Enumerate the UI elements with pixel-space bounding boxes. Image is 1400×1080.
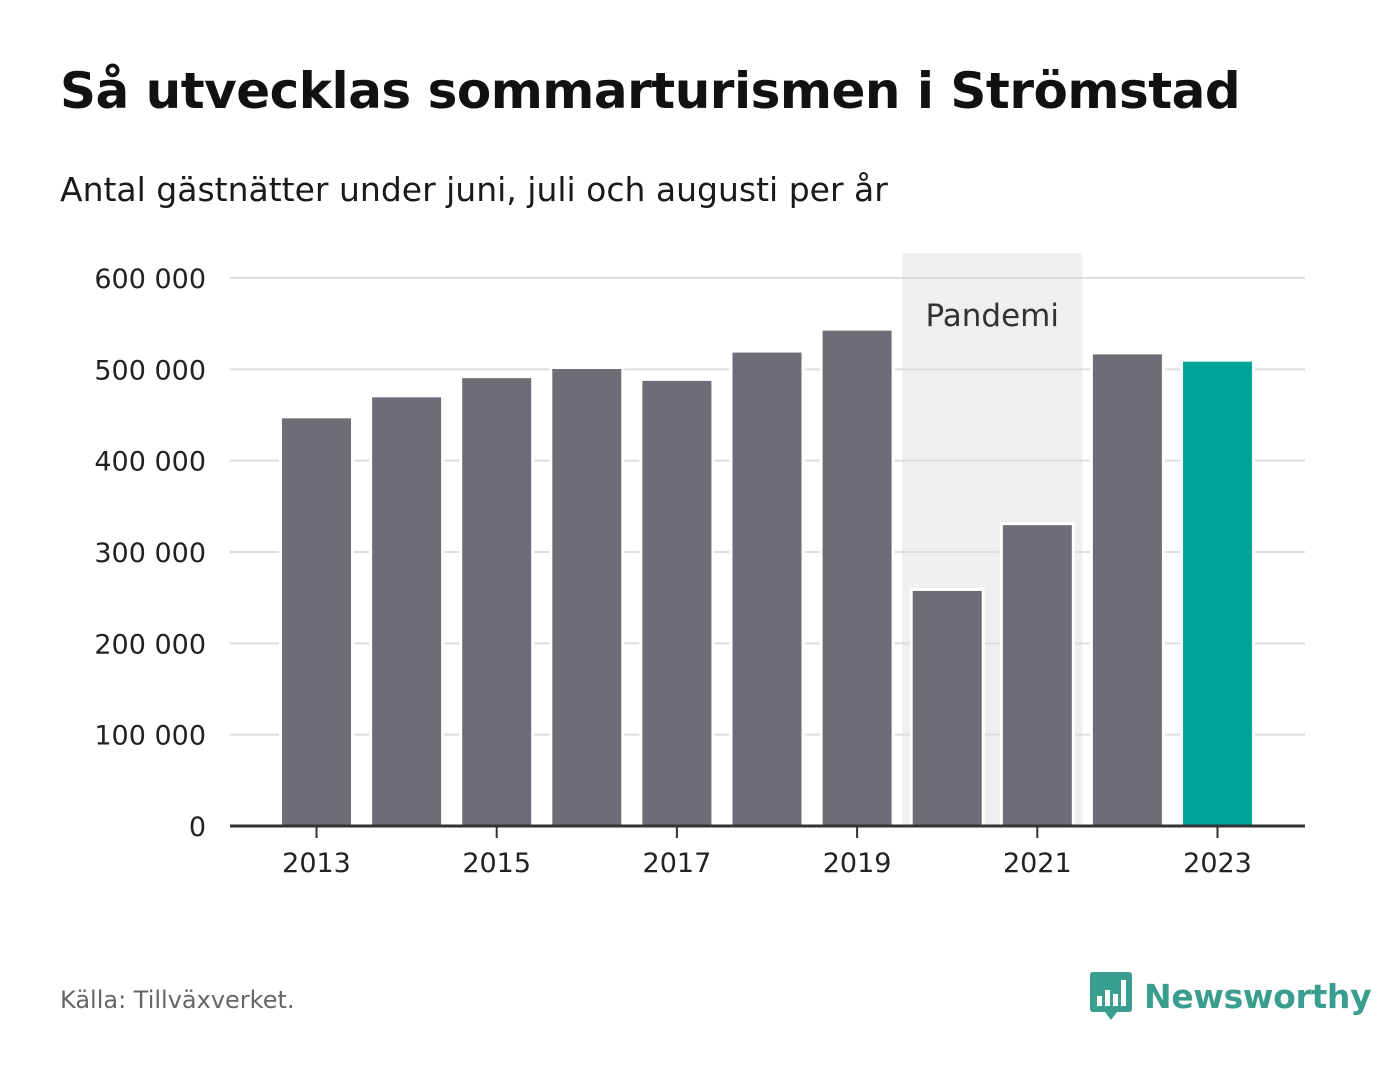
bar-2019 [819, 327, 895, 828]
bar-2018 [729, 349, 805, 828]
y-tick-label: 300 000 [94, 538, 206, 569]
bar-2017 [639, 377, 715, 828]
x-tick-label: 2019 [823, 848, 892, 879]
chart-subtitle: Antal gästnätter under juni, juli och au… [60, 170, 888, 209]
pandemic-label: Pandemi [925, 298, 1059, 334]
bars [279, 327, 1255, 828]
x-tick-label: 2013 [282, 848, 351, 879]
brand-name: Newsworthy [1144, 976, 1372, 1016]
y-tick-label: 500 000 [94, 355, 206, 386]
chart-title: Så utvecklas sommarturismen i Strömstad [60, 62, 1241, 120]
bar-chart: Pandemi 0 100 000 200 000 300 000 400 000 500 … [94, 253, 1305, 879]
y-tick-label: 0 [189, 812, 206, 843]
bar-2016 [549, 366, 625, 828]
y-tick-label: 400 000 [94, 447, 206, 478]
bar-2021 [999, 522, 1075, 828]
tick-labels: Pandemi 0 100 000 200 000 300 000 400 000 500 … [94, 264, 1252, 879]
bar-2023 [1180, 358, 1255, 828]
bar-2022 [1089, 351, 1165, 828]
bar-2015 [459, 375, 535, 828]
x-tick-label: 2015 [462, 848, 531, 879]
brand-logo: Newsworthy [1090, 970, 1372, 1022]
bar-2014 [369, 394, 445, 828]
x-tick-label: 2017 [643, 848, 712, 879]
x-tick-label: 2023 [1183, 848, 1252, 879]
bar-2013 [279, 415, 354, 828]
y-tick-label: 100 000 [94, 721, 206, 752]
source-note: Källa: Tillväxverket. [60, 986, 295, 1014]
axes [230, 824, 1305, 838]
bar-2020 [909, 587, 985, 828]
y-tick-label: 200 000 [94, 629, 206, 660]
bar-chart-speech-bubble-icon [1090, 972, 1132, 1020]
y-tick-label: 600 000 [94, 264, 206, 295]
x-tick-label: 2021 [1003, 848, 1072, 879]
